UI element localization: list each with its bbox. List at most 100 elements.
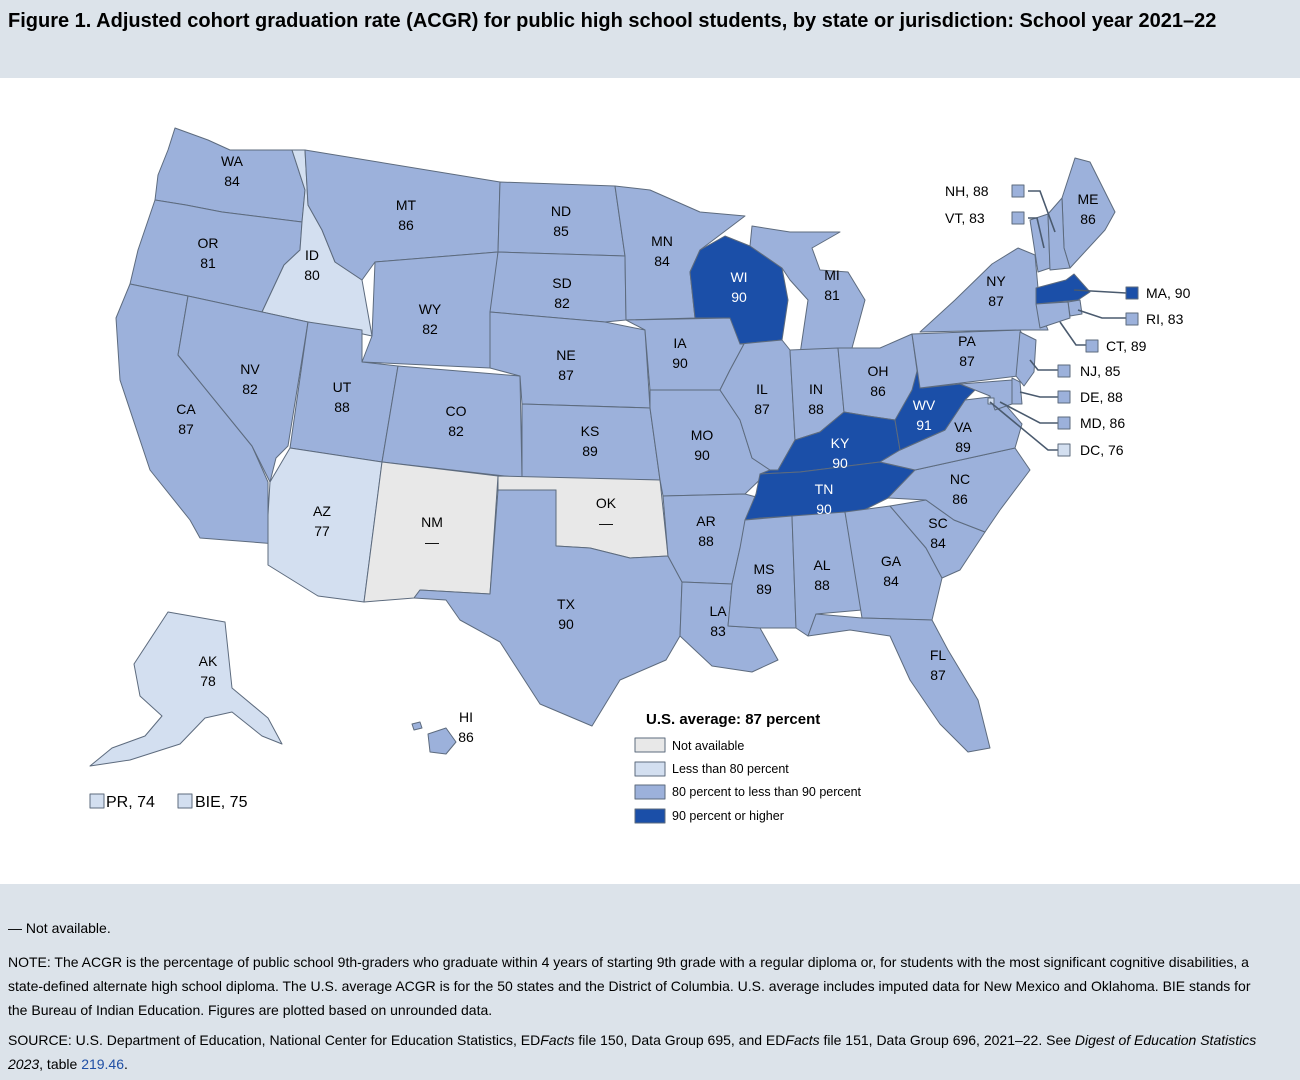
territory-label-pr: PR, 74: [106, 794, 155, 811]
state-abbr: GA: [881, 553, 902, 569]
state-dc: [987, 397, 995, 405]
state-value: 82: [422, 321, 438, 337]
legend-swatch-ge90: [634, 808, 666, 824]
state-label-va: VA 89: [954, 419, 972, 455]
state-value: 90: [731, 289, 747, 305]
state-value: 77: [314, 523, 330, 539]
state-label-mo: MO 90: [691, 427, 714, 463]
state-label-me: ME 86: [1078, 191, 1099, 227]
source-facts-2: Facts: [785, 1032, 820, 1048]
state-label-nd: ND 85: [551, 203, 571, 239]
callout-label-ma: MA, 90: [1146, 285, 1191, 301]
state-tn: [744, 461, 916, 521]
state-value: 84: [224, 173, 240, 189]
state-value: 87: [178, 421, 194, 437]
state-value: 86: [952, 491, 968, 507]
state-abbr: CO: [446, 403, 467, 419]
legend: U.S. average: 87 percent Not available L…: [634, 711, 862, 824]
state-value: 86: [870, 383, 886, 399]
state-abbr: TX: [557, 596, 576, 612]
state-label-oh: OH 86: [868, 363, 889, 399]
state-value: 89: [955, 439, 971, 455]
state-abbr: KS: [581, 423, 600, 439]
state-wy: [361, 251, 499, 369]
state-abbr: SD: [552, 275, 571, 291]
state-il: [719, 339, 796, 471]
state-label-ks: KS 89: [581, 423, 600, 459]
state-value: 86: [458, 729, 474, 745]
state-label-wy: WY 82: [419, 301, 442, 337]
state-abbr: TN: [815, 481, 834, 497]
state-md: [959, 379, 1013, 411]
state-value: 78: [200, 673, 216, 689]
legend-label-lt80: Less than 80 percent: [672, 762, 789, 776]
state-label-id: ID 80: [304, 247, 320, 283]
state-value: 88: [808, 401, 824, 417]
state-abbr: NC: [950, 471, 970, 487]
state-label-wa: WA 84: [221, 153, 244, 189]
state-label-mn: MN 84: [651, 233, 673, 269]
state-label-ny: NY 87: [986, 273, 1006, 309]
state-abbr: OH: [868, 363, 889, 379]
source-table-link[interactable]: 219.46: [81, 1056, 125, 1072]
callout-label-dc: DC, 76: [1080, 442, 1124, 458]
state-value: 82: [554, 295, 570, 311]
source-text-3: file 151, Data Group 696, 2021–22. See: [819, 1032, 1075, 1048]
state-label-ia: IA 90: [672, 335, 688, 371]
state-label-fl: FL 87: [930, 647, 947, 683]
state-label-ga: GA 84: [881, 553, 902, 589]
legend-swatch-not-available: [634, 737, 666, 753]
state-ri: [1067, 299, 1083, 317]
callout-box-ri: [1125, 312, 1139, 326]
state-abbr: VA: [954, 419, 972, 435]
source-text-4: , table: [39, 1056, 82, 1072]
state-value: 87: [754, 401, 770, 417]
callout-leaders: [989, 190, 1127, 451]
state-abbr: FL: [930, 647, 947, 663]
state-label-ca: CA 87: [176, 401, 196, 437]
legend-label-80to90: 80 percent to less than 90 percent: [672, 785, 862, 799]
territories: PR, 74 BIE, 75: [89, 793, 248, 811]
callout-box-vt: [1011, 211, 1025, 225]
state-label-nc: NC 86: [950, 471, 970, 507]
state-value: 85: [553, 223, 569, 239]
state-sd: [489, 251, 627, 323]
state-label-mt: MT 86: [396, 197, 417, 233]
state-labels: WA 84 OR 81 CA 87 ID 80 NV 82 MT 86 WY 82 UT 88 AZ 77 CO 82…: [176, 153, 1098, 745]
state-value: 84: [654, 253, 670, 269]
territory-box-pr: [89, 793, 105, 809]
state-label-il: IL 87: [754, 381, 770, 417]
state-value: 88: [698, 533, 714, 549]
state-value: 86: [398, 217, 414, 233]
state-abbr: NV: [240, 361, 260, 377]
callout-label-de: DE, 88: [1080, 389, 1123, 405]
legend-label-not-available: Not available: [672, 739, 744, 753]
state-label-hi: HI 86: [458, 709, 474, 745]
state-abbr: LA: [709, 603, 727, 619]
callout-label-md: MD, 86: [1080, 415, 1125, 431]
state-value: 83: [710, 623, 726, 639]
state-abbr: AL: [813, 557, 830, 573]
callout-label-ri: RI, 83: [1146, 311, 1184, 327]
source-text-1: SOURCE: U.S. Department of Education, Na…: [8, 1032, 541, 1048]
figure-title: Figure 1. Adjusted cohort graduation rat…: [8, 10, 1217, 32]
state-label-co: CO 82: [446, 403, 467, 439]
state-abbr: OR: [198, 235, 219, 251]
state-label-sc: SC 84: [928, 515, 947, 551]
state-label-ak: AK 78: [199, 653, 218, 689]
state-abbr: MT: [396, 197, 417, 213]
state-label-ms: MS 89: [754, 561, 775, 597]
state-nm: [363, 461, 499, 603]
state-value: 81: [200, 255, 216, 271]
callout-box-nj: [1057, 364, 1071, 378]
state-label-or: OR 81: [198, 235, 219, 271]
state-label-mi: MI 81: [824, 267, 840, 303]
legend-swatch-lt80: [634, 761, 666, 777]
callout-box-dc: [1057, 443, 1071, 457]
state-abbr: WI: [730, 269, 747, 285]
figure-title-bar: Figure 1. Adjusted cohort graduation rat…: [0, 0, 1300, 78]
state-value: 90: [558, 616, 574, 632]
callout-label-nj: NJ, 85: [1080, 363, 1121, 379]
state-label-la: LA 83: [709, 603, 727, 639]
state-label-ok: OK —: [596, 495, 617, 531]
